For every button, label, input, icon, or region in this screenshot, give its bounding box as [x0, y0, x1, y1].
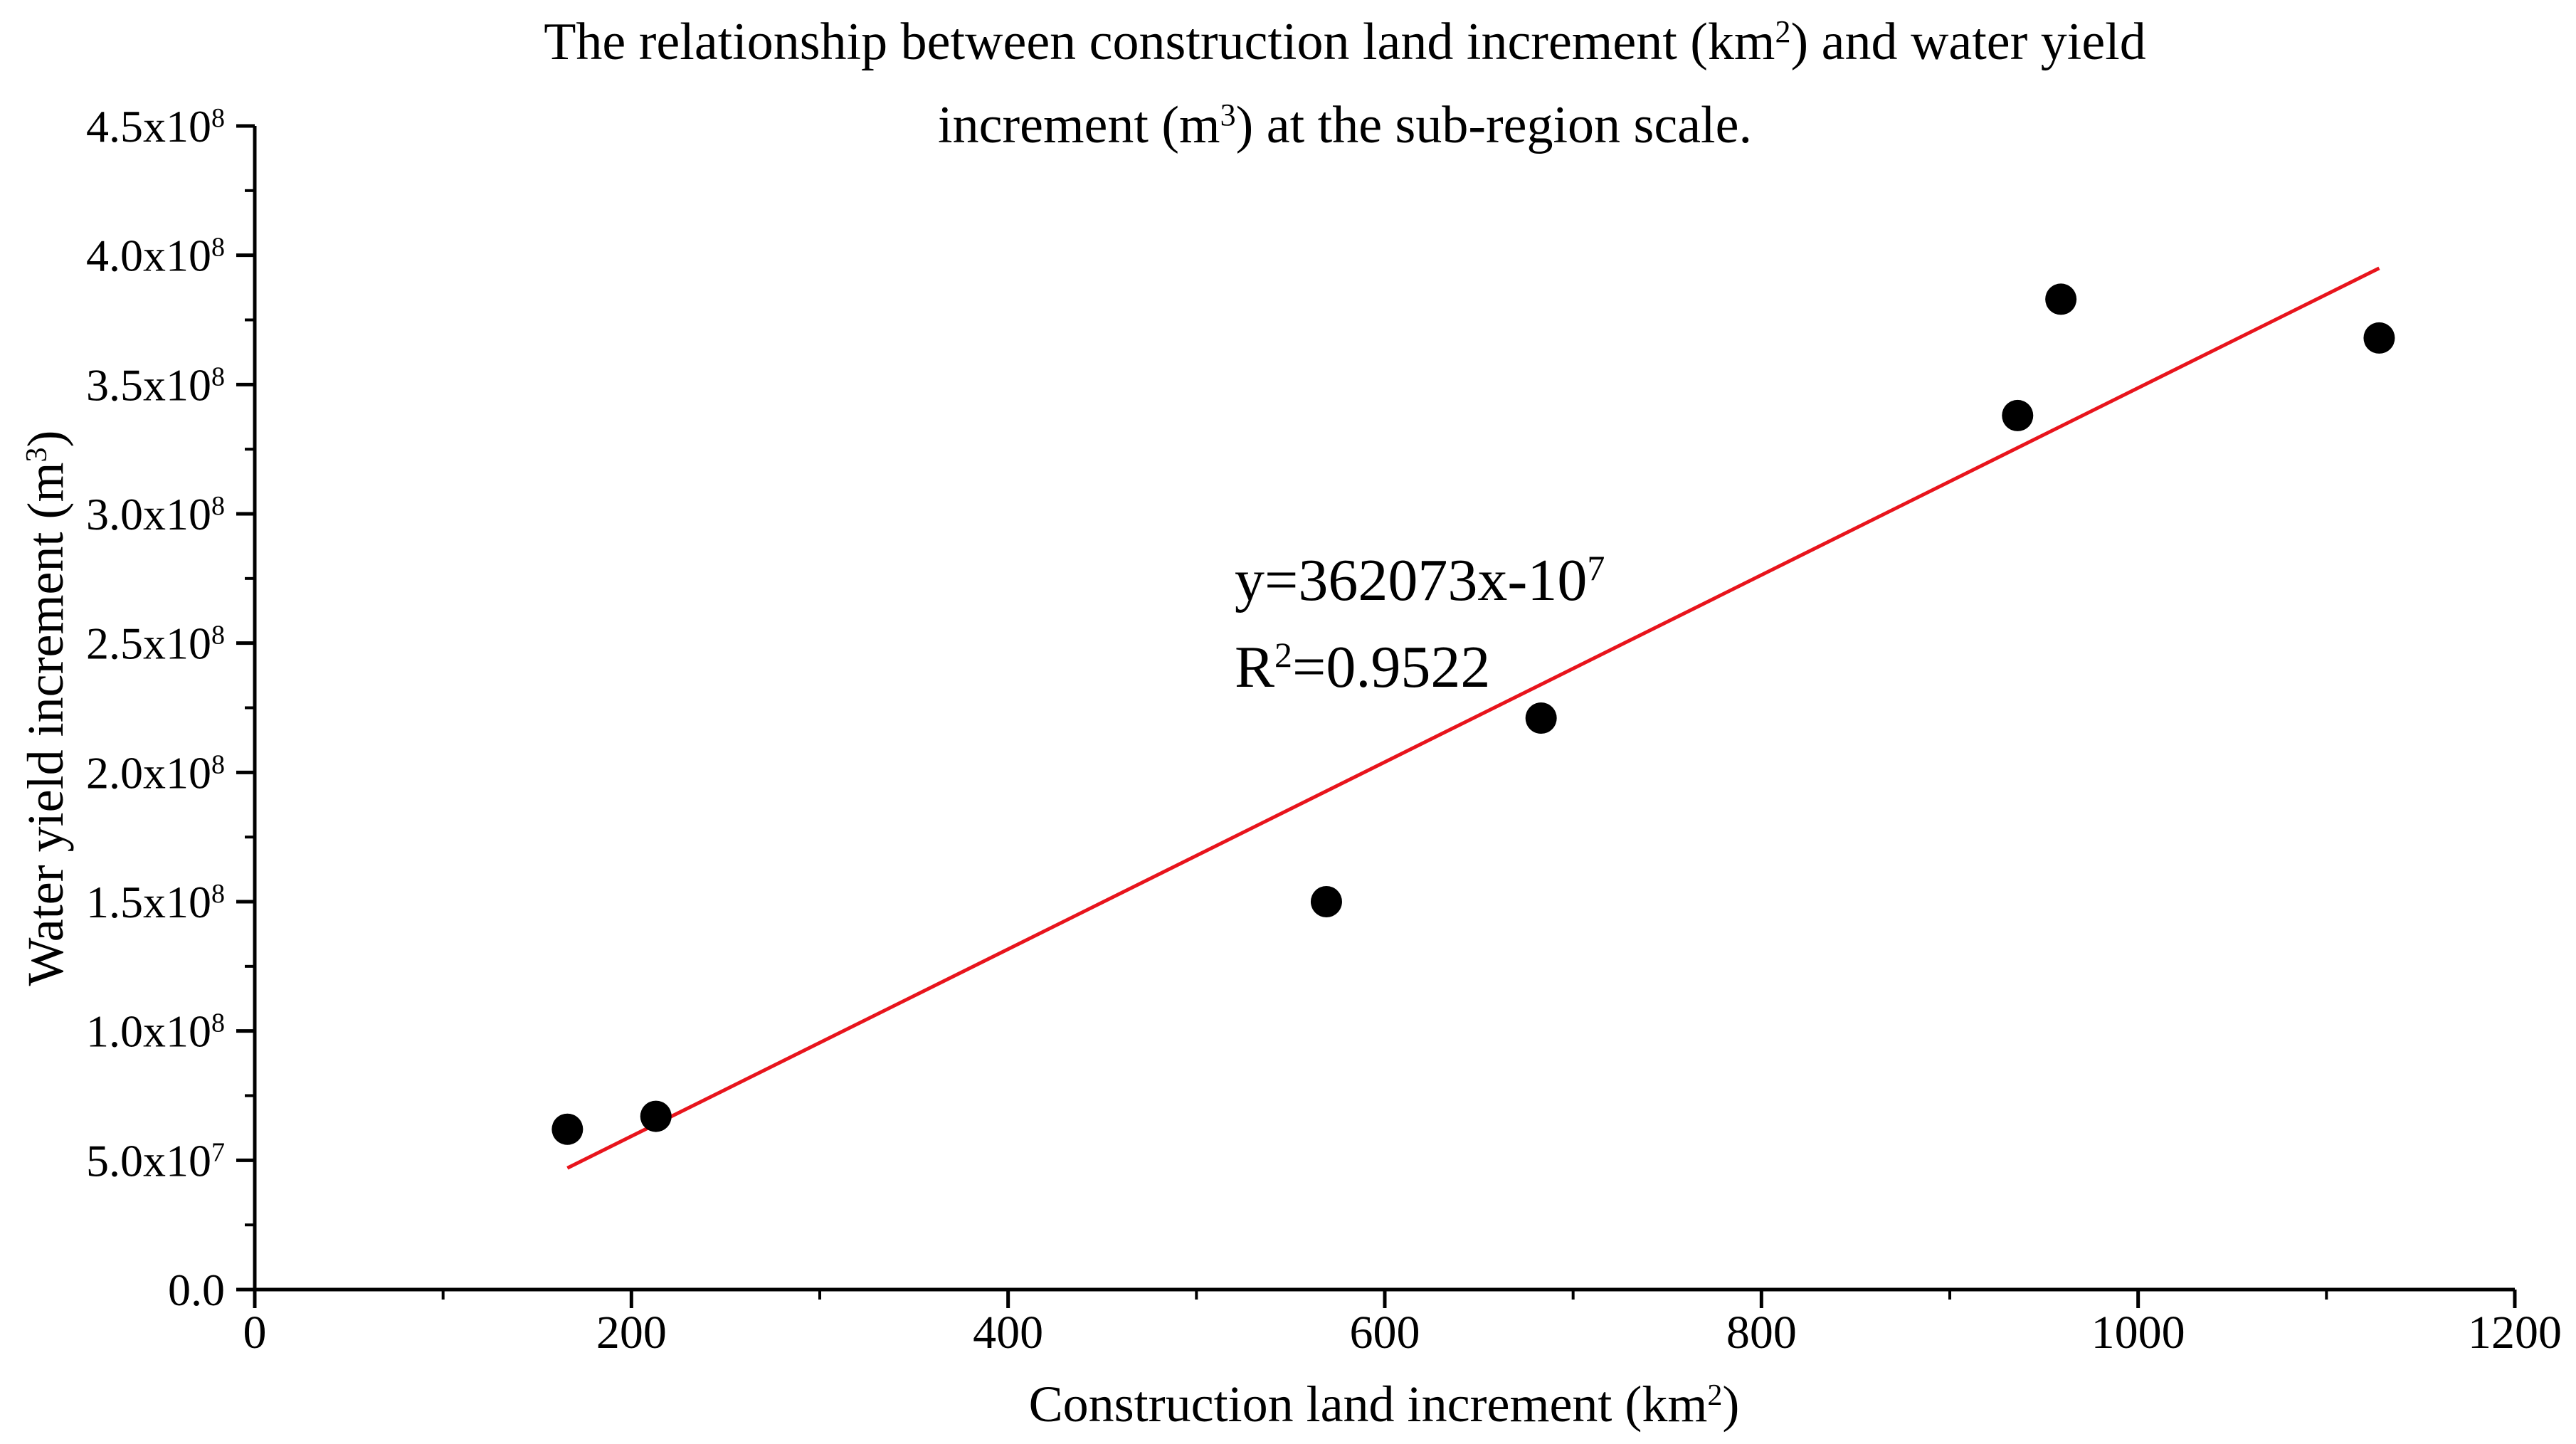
x-tick-label: 400: [973, 1307, 1043, 1359]
data-point: [1525, 702, 1557, 734]
data-points: [551, 283, 2395, 1145]
data-point: [2045, 283, 2077, 315]
regression-line: [566, 266, 2380, 1170]
data-point: [551, 1113, 584, 1145]
y-tick-label: 0.0: [168, 1265, 225, 1315]
x-axis-ticks: 0 200 400 600 800 1000 1200: [243, 1290, 2562, 1359]
data-point: [2363, 322, 2395, 354]
y-tick-label: 5.0x107: [86, 1135, 225, 1186]
x-tick-label: 800: [1726, 1307, 1797, 1359]
y-tick-label: 3.0x108: [86, 489, 225, 539]
y-axis-ticks: 0.0 5.0x107 1.0x108 1.5x108 2.0x108 2.5x108 3.…: [86, 101, 255, 1315]
y-tick-label: 2.0x108: [86, 747, 225, 798]
x-tick-label: 200: [596, 1307, 667, 1359]
regression-equation: y=362073x-107: [1235, 547, 1605, 613]
y-tick-label: 2.5x108: [86, 618, 225, 669]
data-point: [2002, 399, 2034, 431]
y-tick-label: 4.5x108: [86, 101, 225, 152]
r-squared-label: R2=0.9522: [1235, 634, 1490, 700]
y-tick-label: 4.0x108: [86, 231, 225, 281]
x-tick-label: 1200: [2468, 1307, 2562, 1359]
x-tick-label: 0: [243, 1307, 267, 1359]
y-tick-label: 1.0x108: [86, 1006, 225, 1057]
chart-title-line1: The relationship between construction la…: [544, 13, 2146, 71]
data-point: [1310, 886, 1342, 917]
y-axis-label: Water yield increment (m3): [17, 431, 74, 986]
y-tick-label: 1.5x108: [86, 877, 225, 927]
data-point: [640, 1100, 672, 1132]
x-axis-label: Construction land increment (km2): [1029, 1376, 1740, 1433]
chart-title-line2: increment (m3) at the sub-region scale.: [938, 96, 1752, 154]
x-tick-label: 1000: [2091, 1307, 2185, 1359]
y-tick-label: 3.5x108: [86, 359, 225, 410]
x-tick-label: 600: [1350, 1307, 1420, 1359]
